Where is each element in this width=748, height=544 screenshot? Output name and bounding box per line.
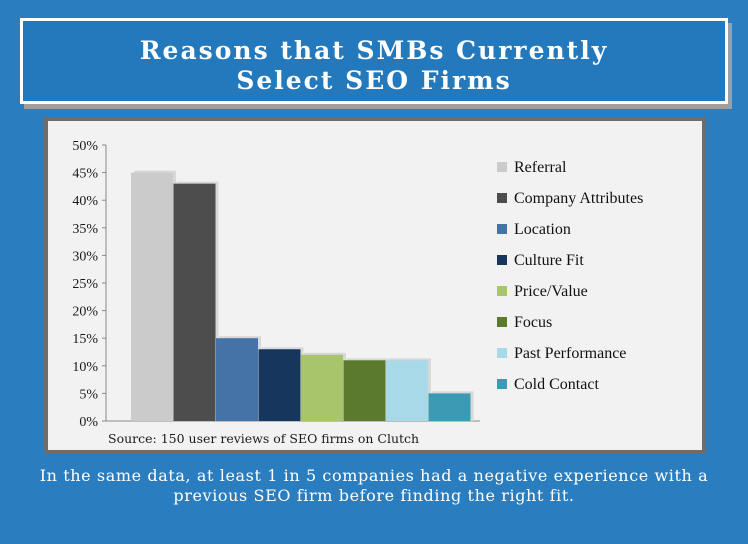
chart-panel: 0% 5% 10% 15% 20% 25% 30% 35% 40% 45% 50% Referral C… xyxy=(44,117,706,454)
legend-swatch xyxy=(497,317,507,327)
legend-swatch xyxy=(497,193,507,203)
y-tick-label: 5% xyxy=(79,387,98,402)
y-tick-label: 30% xyxy=(72,249,98,264)
y-tick-label: 10% xyxy=(72,360,98,375)
bar xyxy=(386,360,428,421)
legend-label: Past Performance xyxy=(514,345,626,362)
title-line-1: Reasons that SMBs Currently xyxy=(139,36,609,65)
legend-label: Focus xyxy=(514,314,552,331)
y-tick-label: 0% xyxy=(79,415,98,430)
bar xyxy=(428,393,471,421)
legend-label: Culture Fit xyxy=(514,252,584,269)
y-tick-label: 50% xyxy=(72,139,98,154)
y-tick-label: 25% xyxy=(72,277,98,292)
legend-swatch xyxy=(497,224,507,234)
legend-swatch xyxy=(497,348,507,358)
legend-swatch xyxy=(497,255,507,265)
title-line-2: Select SEO Firms xyxy=(236,66,512,95)
legend-label: Cold Contact xyxy=(514,376,599,393)
bar xyxy=(301,354,343,421)
bar xyxy=(173,183,216,421)
bar xyxy=(258,349,301,421)
source-note: Source: 150 user reviews of SEO firms on… xyxy=(108,431,420,446)
legend-label: Referral xyxy=(514,159,567,176)
legend-swatch xyxy=(497,286,507,296)
bar-chart: 0% 5% 10% 15% 20% 25% 30% 35% 40% 45% 50% Referral C… xyxy=(72,139,643,430)
legend-label: Price/Value xyxy=(514,283,588,300)
y-tick-label: 45% xyxy=(72,167,98,182)
footer-note: In the same data, at least 1 in 5 compan… xyxy=(39,466,709,505)
y-tick-label: 20% xyxy=(72,305,98,320)
bar xyxy=(343,360,386,421)
legend-swatch xyxy=(497,162,507,172)
bar xyxy=(216,338,258,421)
y-tick-label: 35% xyxy=(72,222,98,237)
title-banner: Reasons that SMBs Currently Select SEO F… xyxy=(20,18,728,104)
bar xyxy=(131,172,173,421)
y-tick-label: 40% xyxy=(72,194,98,209)
legend-label: Location xyxy=(514,221,571,238)
y-tick-label: 15% xyxy=(72,332,98,347)
legend-swatch xyxy=(497,379,507,389)
legend-label: Company Attributes xyxy=(514,190,643,207)
